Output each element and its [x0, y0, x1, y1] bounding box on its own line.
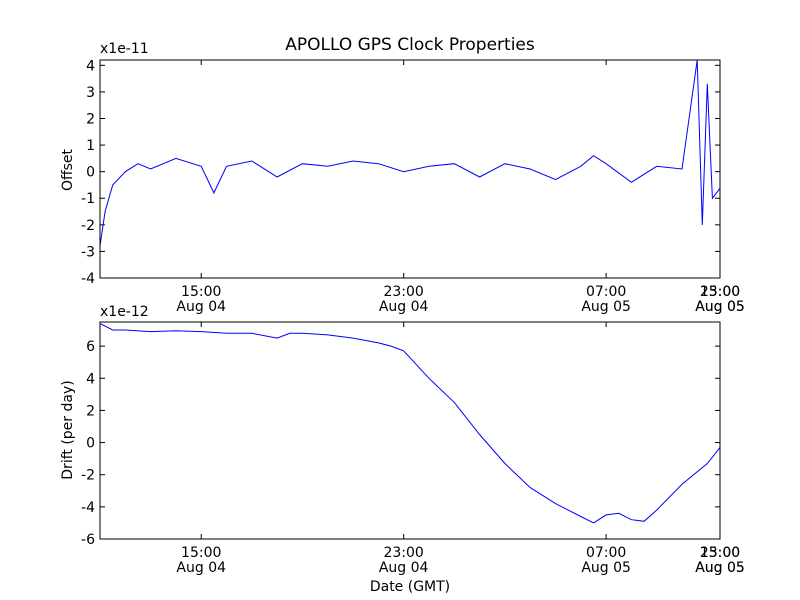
offset-y-tick-label: 1 [86, 138, 95, 154]
offset-y-axis-label: Offset [60, 148, 76, 191]
offset-x-tick-time: 15:00 [700, 284, 740, 300]
drift-x-tick-time: 23:00 [383, 545, 423, 561]
chart-title: APOLLO GPS Clock Properties [285, 35, 535, 55]
offset-x-tick-time: 23:00 [383, 284, 423, 300]
offset-x-tick-date: Aug 04 [379, 299, 429, 315]
drift-x-tick-time: 07:00 [586, 545, 626, 561]
drift-y-tick-label: 6 [86, 339, 95, 355]
drift-x-tick-date: Aug 04 [176, 560, 226, 576]
offset-y-tick-label: -2 [81, 218, 95, 234]
drift-x-tick-date: Aug 05 [695, 560, 745, 576]
x-axis-label: Date (GMT) [370, 579, 450, 595]
offset-x-tick-date: Aug 05 [695, 299, 745, 315]
drift-series-line [100, 323, 720, 524]
offset-y-tick-label: 2 [86, 111, 95, 127]
offset-scale-label: x1e-11 [100, 41, 149, 57]
drift-x-tick-date: Aug 05 [581, 560, 631, 576]
drift-y-tick-label: 0 [86, 436, 95, 452]
drift-x-tick-time: 15:00 [700, 545, 740, 561]
offset-x-tick-time: 23:00 [700, 284, 740, 300]
offset-series-line [100, 60, 720, 247]
offset-x-tick-time: 07:00 [586, 284, 626, 300]
offset-y-tick-label: 4 [86, 58, 95, 74]
drift-y-tick-label: -2 [81, 468, 95, 484]
offset-y-tick-label: -1 [81, 191, 95, 207]
offset-x-tick-date: Aug 05 [695, 299, 745, 315]
drift-x-tick-time: 15:00 [181, 545, 221, 561]
drift-x-tick-time: 23:00 [700, 545, 740, 561]
drift-plot-frame [99, 321, 721, 540]
offset-y-tick-label: -4 [81, 271, 95, 287]
drift-x-tick-date: Aug 04 [379, 560, 429, 576]
drift-x-tick-date: Aug 05 [695, 560, 745, 576]
drift-y-axis-label: Drift (per day) [60, 380, 76, 479]
offset-x-tick-date: Aug 05 [581, 299, 631, 315]
drift-y-tick-label: 4 [86, 371, 95, 387]
offset-x-tick-date: Aug 04 [176, 299, 226, 315]
offset-y-tick-label: -3 [81, 244, 95, 260]
drift-y-tick-label: -4 [81, 500, 95, 516]
drift-y-tick-label: 2 [86, 403, 95, 419]
offset-y-tick-label: 0 [86, 165, 95, 181]
offset-plot-frame [99, 59, 721, 279]
drift-scale-label: x1e-12 [100, 304, 149, 320]
offset-x-tick-time: 15:00 [181, 284, 221, 300]
offset-y-ticks: -4 -3 -2 -1 0 1 2 3 4 [81, 58, 720, 287]
drift-y-tick-label: -6 [81, 532, 95, 548]
drift-y-ticks: -6 -4 -2 0 2 4 6 [81, 339, 720, 548]
offset-y-tick-label: 3 [86, 85, 95, 101]
